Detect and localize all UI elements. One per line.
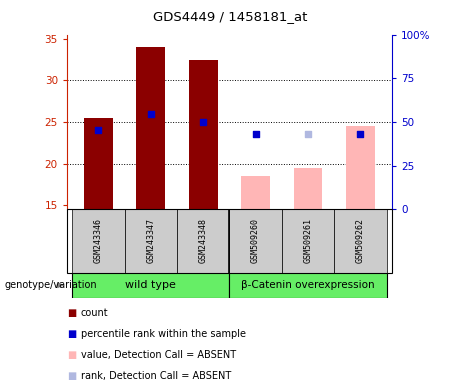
Text: genotype/variation: genotype/variation <box>5 280 97 290</box>
Text: GSM243346: GSM243346 <box>94 218 103 263</box>
Point <box>200 119 207 125</box>
Text: β-Catenin overexpression: β-Catenin overexpression <box>241 280 375 290</box>
Text: ■: ■ <box>67 308 76 318</box>
Text: rank, Detection Call = ABSENT: rank, Detection Call = ABSENT <box>81 371 231 381</box>
Bar <box>72 273 229 298</box>
Text: wild type: wild type <box>125 280 176 290</box>
Text: count: count <box>81 308 108 318</box>
Text: ■: ■ <box>67 371 76 381</box>
Bar <box>294 168 322 209</box>
Bar <box>124 209 177 273</box>
Point <box>304 131 312 137</box>
Bar <box>136 47 165 209</box>
Text: GSM509261: GSM509261 <box>303 218 313 263</box>
Text: ■: ■ <box>67 350 76 360</box>
Text: GSM509260: GSM509260 <box>251 218 260 263</box>
Bar <box>229 209 282 273</box>
Point <box>95 127 102 133</box>
Text: GDS4449 / 1458181_at: GDS4449 / 1458181_at <box>154 10 307 23</box>
Bar <box>189 60 218 209</box>
Text: percentile rank within the sample: percentile rank within the sample <box>81 329 246 339</box>
Bar <box>282 209 334 273</box>
Text: GSM509262: GSM509262 <box>356 218 365 263</box>
Bar <box>84 118 112 209</box>
Bar <box>177 209 229 273</box>
Point <box>357 131 364 137</box>
Bar <box>241 176 270 209</box>
Point <box>252 131 259 137</box>
Bar <box>334 209 387 273</box>
Bar <box>72 209 124 273</box>
Text: GSM243347: GSM243347 <box>146 218 155 263</box>
Text: GSM243348: GSM243348 <box>199 218 207 263</box>
Text: value, Detection Call = ABSENT: value, Detection Call = ABSENT <box>81 350 236 360</box>
Bar <box>229 273 387 298</box>
Text: ■: ■ <box>67 329 76 339</box>
Point <box>147 111 154 117</box>
Bar <box>346 126 375 209</box>
